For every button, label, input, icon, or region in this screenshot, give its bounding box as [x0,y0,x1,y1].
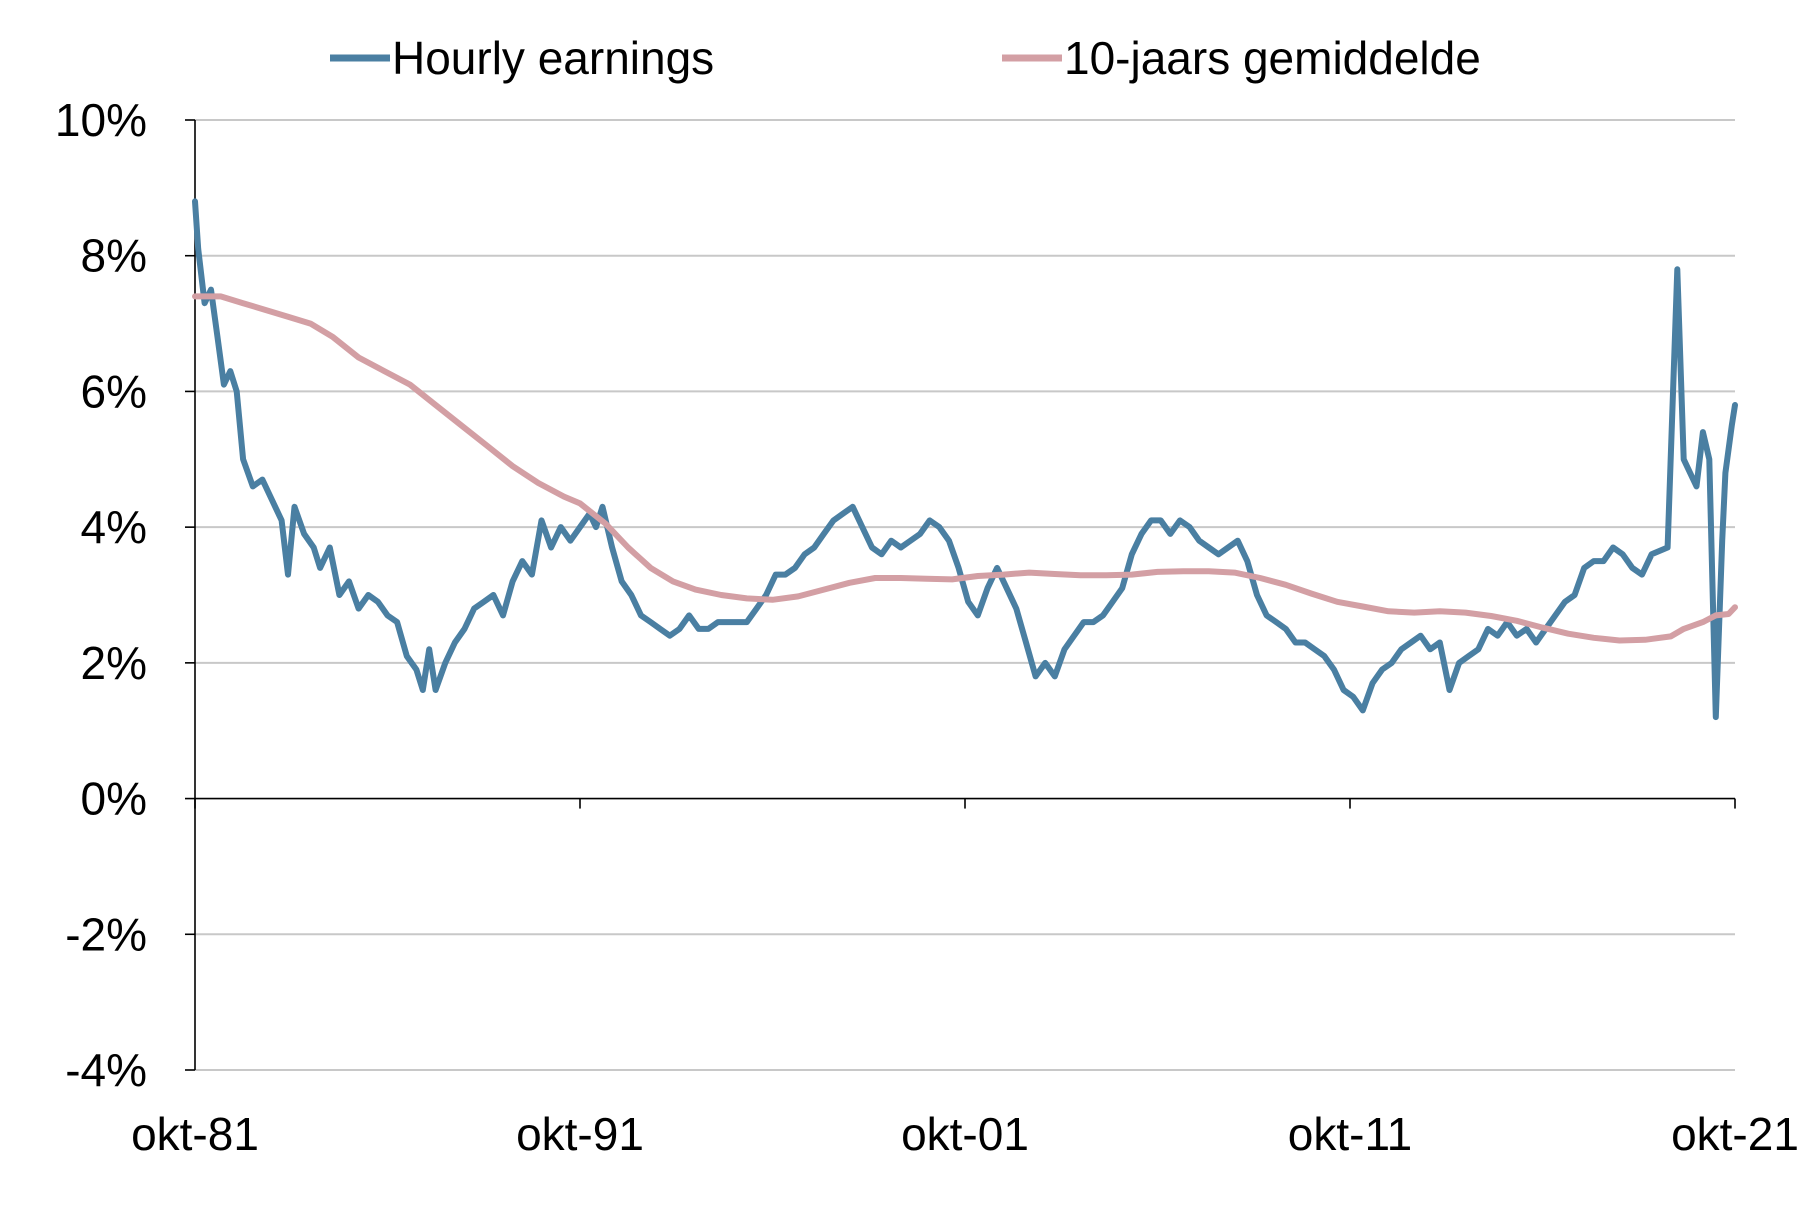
y-tick-label: 0% [81,773,147,825]
x-tick-label: okt-81 [131,1108,259,1160]
x-tick-label: okt-21 [1671,1108,1799,1160]
x-tick-label: okt-11 [1288,1108,1412,1160]
legend-item-hourly-earnings: Hourly earnings [330,32,714,84]
y-tick-label: 8% [81,230,147,282]
legend-label-10-jaars-gemiddelde: 10-jaars gemiddelde [1064,32,1481,84]
y-tick-label: -2% [65,908,147,960]
y-axis-labels: 10% 8% 6% 4% 2% 0% -2% -4% [55,94,147,1096]
legend-item-10-jaars-gemiddelde: 10-jaars gemiddelde [1002,32,1481,84]
x-tick-label: okt-91 [516,1108,644,1160]
series-line-10-jaars-gemiddelde [192,293,1738,644]
y-tick-label: 6% [81,365,147,417]
x-axis-labels: okt-81 okt-91 okt-01 okt-11 okt-21 [131,1108,1799,1160]
gridlines [195,119,1735,1071]
y-tick-label: -4% [65,1044,147,1096]
legend: Hourly earnings 10-jaars gemiddelde [330,32,1481,84]
y-tick-label: 10% [55,94,147,146]
legend-label-hourly-earnings: Hourly earnings [392,32,714,84]
y-tick-label: 4% [81,501,147,553]
series-group [192,198,1738,721]
x-tick-label: okt-01 [901,1108,1029,1160]
axes [185,119,1736,1071]
series-line-hourly-earnings [192,198,1738,721]
y-tick-label: 2% [81,637,147,689]
